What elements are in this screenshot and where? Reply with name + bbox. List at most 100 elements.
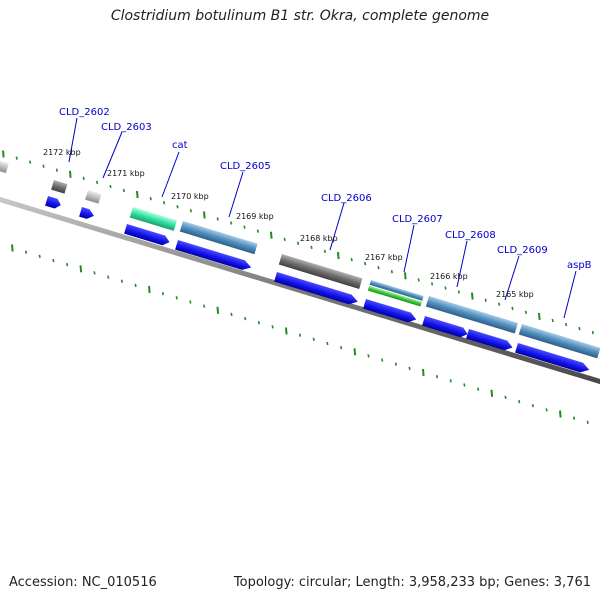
feature-box-cld-2608[interactable]	[425, 296, 518, 334]
cds-arrow-cld-2602[interactable]	[45, 196, 62, 210]
scale-tick	[431, 282, 434, 286]
position-label: 2169 kbp	[236, 212, 274, 221]
gene-label[interactable]: cat	[172, 140, 188, 151]
gene-label[interactable]: CLD_2606	[321, 193, 372, 204]
scale-tick	[408, 366, 411, 371]
scale-tick	[367, 354, 370, 358]
position-label: 2170 kbp	[171, 192, 209, 201]
gene-label[interactable]: CLD_2608	[445, 230, 496, 241]
leader-cld-2603	[102, 131, 123, 179]
scale-tick	[545, 408, 548, 412]
position-label: 2172 kbp	[43, 148, 81, 157]
scale-tick	[572, 416, 576, 420]
cds-arrow-cld-2609[interactable]	[515, 343, 591, 375]
cds-arrow-cat[interactable]	[124, 224, 171, 247]
scale-tick	[2, 150, 5, 158]
map-title: Clostridium botulinum B1 str. Okra, comp…	[110, 8, 490, 24]
scale-tick	[394, 362, 397, 366]
scale-tick	[538, 312, 541, 320]
genome-backbone	[0, 196, 600, 385]
scale-tick	[377, 266, 380, 270]
leader-cat	[161, 151, 180, 198]
scale-tick	[511, 306, 514, 310]
cds-arrow-cld-2608b[interactable]	[466, 329, 514, 352]
scale-tick	[107, 275, 110, 279]
gene-label[interactable]: CLD_2607	[392, 214, 443, 225]
leader-cld-2606	[329, 202, 345, 251]
scale-tick	[326, 341, 329, 346]
scale-tick	[463, 383, 466, 387]
gene-label[interactable]: CLD_2609	[497, 245, 548, 256]
scale-tick	[66, 262, 69, 267]
scale-tick	[203, 304, 206, 308]
feature-box-cld-2606[interactable]	[278, 254, 363, 289]
genome-stats-text: Topology: circular; Length: 3,958,233 bp…	[233, 575, 591, 590]
scale-tick	[297, 241, 300, 245]
scale-tick	[230, 312, 233, 317]
scale-tick	[578, 326, 581, 331]
scale-tick	[256, 229, 259, 233]
scale-tick	[243, 225, 246, 229]
scale-tick	[350, 257, 353, 262]
scale-tick	[203, 211, 206, 219]
scale-ticks	[2, 150, 594, 424]
scale-tick	[271, 325, 274, 329]
scale-tick	[364, 261, 367, 266]
cds-arrow-cld-2605[interactable]	[175, 240, 253, 272]
scale-tick	[257, 321, 260, 325]
leader-cld-2609	[504, 255, 520, 301]
scale-tick	[55, 168, 58, 172]
scale-tick	[15, 156, 18, 160]
feature-box-cld-2605[interactable]	[179, 221, 258, 255]
position-label: 2166 kbp	[430, 272, 468, 281]
scale-tick	[484, 298, 487, 302]
scale-tick	[524, 310, 527, 314]
position-labels: 2172 kbp 2171 kbp 2170 kbp 2169 kbp 2168…	[43, 148, 534, 299]
scale-tick	[586, 420, 589, 424]
scale-tick	[422, 368, 425, 377]
scale-tick	[457, 290, 460, 294]
feature-box-partial[interactable]	[0, 160, 9, 174]
feature-box-cld-2603[interactable]	[85, 190, 102, 204]
gene-labels: CLD_2602 CLD_2603 cat CLD_2605 CLD_2606 …	[59, 107, 592, 271]
scale-tick	[353, 348, 357, 356]
scale-tick	[404, 272, 407, 280]
gene-label[interactable]: CLD_2603	[101, 122, 152, 133]
scale-tick	[136, 191, 139, 199]
scale-tick	[591, 330, 594, 335]
scale-tick	[134, 283, 137, 288]
scale-tick	[189, 300, 192, 304]
feature-box-cat[interactable]	[129, 207, 178, 231]
leader-cld-2605	[228, 171, 244, 218]
scale-tick	[435, 375, 439, 379]
cds-arrow-cld-2603[interactable]	[79, 207, 95, 221]
feature-box-cld-2607[interactable]	[369, 280, 424, 301]
scale-tick	[449, 379, 452, 383]
scale-tick	[531, 404, 534, 408]
gene-label[interactable]: CLD_2605	[220, 161, 271, 172]
scale-tick	[93, 271, 96, 275]
cds-arrow-cld-2606[interactable]	[274, 272, 359, 307]
cds-track	[45, 196, 591, 375]
scale-tick	[24, 250, 28, 254]
feature-box-cld-2609[interactable]	[518, 324, 600, 359]
scale-tick	[477, 387, 480, 391]
scale-tick	[148, 285, 151, 294]
position-label: 2168 kbp	[300, 234, 338, 243]
feature-track	[0, 160, 600, 359]
feature-box-cld-2607-green[interactable]	[367, 285, 422, 307]
feature-box-cld-2602[interactable]	[51, 180, 68, 194]
scale-tick	[163, 201, 166, 205]
cds-arrow-cld-2607[interactable]	[363, 299, 418, 324]
scale-tick	[176, 205, 179, 209]
gene-label[interactable]: aspB	[567, 260, 592, 271]
cds-arrow-cld-2608a[interactable]	[422, 316, 469, 339]
scale-tick	[340, 345, 343, 350]
scale-tick	[120, 279, 123, 283]
scale-tick	[417, 278, 420, 282]
scale-tick	[96, 180, 99, 185]
scale-tick	[149, 197, 152, 201]
scale-tick	[161, 292, 165, 296]
scale-tick	[490, 389, 494, 397]
gene-label[interactable]: CLD_2602	[59, 107, 110, 118]
